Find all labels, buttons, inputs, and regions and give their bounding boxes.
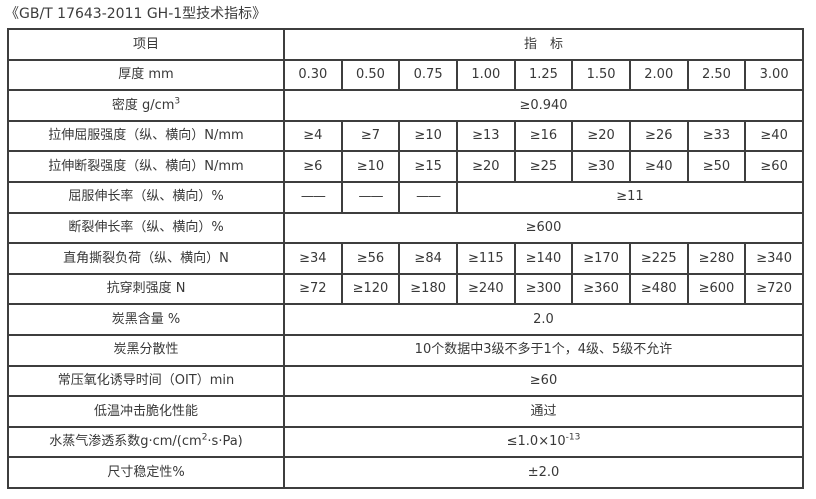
tensile-yield-value: ≥33 bbox=[686, 119, 747, 153]
tensile-break-value: ≥10 bbox=[340, 150, 401, 183]
puncture-value: ≥480 bbox=[628, 272, 689, 306]
row-carbon-black-dispersion: 炭黑分散性 10个数据中3级不多于1个，4级、5级不允许 bbox=[7, 333, 804, 367]
tensile-yield-value: ≥7 bbox=[340, 119, 401, 153]
row-tensile-break-label: 拉伸断裂强度（纵、横向）N/mm bbox=[7, 150, 285, 183]
row-break-elongation: 断裂伸长率（纵、横向）% ≥600 bbox=[7, 211, 804, 245]
tensile-yield-value: ≥26 bbox=[628, 119, 689, 153]
low-temp-brittleness-value: 通过 bbox=[283, 395, 804, 428]
oit-value: ≥60 bbox=[283, 364, 804, 398]
puncture-value: ≥180 bbox=[398, 272, 458, 306]
density-value: ≥0.940 bbox=[283, 89, 804, 122]
tensile-break-value: ≥30 bbox=[571, 150, 631, 183]
tensile-break-value: ≥50 bbox=[686, 150, 747, 183]
puncture-value: ≥240 bbox=[455, 272, 516, 306]
page-title: 《GB/T 17643-2011 GH-1型技术指标》 bbox=[5, 6, 267, 22]
header-indicator-cell: 指 标 bbox=[283, 28, 804, 61]
row-yield-elongation: 屈服伸长率（纵、横向）% —— —— —— ≥11 bbox=[7, 180, 805, 214]
puncture-value: ≥120 bbox=[340, 272, 401, 306]
tear-load-value: ≥225 bbox=[628, 242, 689, 275]
yield-elongation-dash: —— bbox=[398, 180, 458, 214]
row-tensile-break: 拉伸断裂强度（纵、横向）N/mm ≥6 ≥10 ≥15 ≥20 ≥25 ≥30 … bbox=[7, 150, 804, 183]
row-break-elongation-label: 断裂伸长率（纵、横向）% bbox=[7, 211, 285, 245]
tensile-yield-value: ≥4 bbox=[283, 119, 343, 153]
header-item-cell: 项目 bbox=[7, 28, 285, 61]
wvp-label-pre: 水蒸气渗透系数g·cm/(cm bbox=[49, 434, 202, 450]
yield-elongation-value: ≥11 bbox=[455, 180, 805, 214]
dimensional-stability-value: ±2.0 bbox=[283, 456, 804, 489]
yield-elongation-dash: —— bbox=[283, 180, 343, 214]
row-carbon-black-content: 炭黑含量 % 2.0 bbox=[7, 303, 804, 336]
tensile-yield-value: ≥13 bbox=[455, 119, 516, 153]
header-row: 项目 指 标 bbox=[7, 28, 804, 61]
row-carbon-black-dispersion-label: 炭黑分散性 bbox=[7, 333, 285, 367]
row-tensile-yield: 拉伸屈服强度（纵、横向）N/mm ≥4 ≥7 ≥10 ≥13 ≥16 ≥20 ≥… bbox=[7, 119, 804, 153]
thickness-value: 2.00 bbox=[628, 58, 689, 92]
row-carbon-black-content-label: 炭黑含量 % bbox=[7, 303, 285, 336]
row-low-temp-brittleness-label: 低温冲击脆化性能 bbox=[7, 395, 285, 428]
tensile-yield-value: ≥20 bbox=[571, 119, 631, 153]
density-label-sup: 3 bbox=[174, 96, 181, 107]
thickness-value: 1.50 bbox=[571, 58, 631, 92]
row-density-label: 密度 g/cm3 bbox=[7, 89, 285, 122]
puncture-value: ≥300 bbox=[513, 272, 574, 306]
break-elongation-value: ≥600 bbox=[283, 211, 804, 245]
thickness-value: 0.75 bbox=[398, 58, 458, 92]
water-vapor-permeability-value: ≤1.0×10-13 bbox=[283, 425, 804, 459]
thickness-value: 1.00 bbox=[455, 58, 516, 92]
thickness-value: 0.50 bbox=[340, 58, 401, 92]
row-density: 密度 g/cm3 ≥0.940 bbox=[7, 89, 804, 122]
tear-load-value: ≥34 bbox=[283, 242, 343, 275]
tensile-yield-value: ≥40 bbox=[744, 119, 804, 153]
spec-table: 项目 指 标 厚度 mm 0.30 0.50 0.75 1.00 1.25 1.… bbox=[7, 28, 805, 489]
wvp-label-post: ·s·Pa) bbox=[207, 434, 243, 450]
thickness-value: 1.25 bbox=[513, 58, 574, 92]
puncture-value: ≥600 bbox=[686, 272, 747, 306]
tensile-yield-value: ≥10 bbox=[398, 119, 458, 153]
tear-load-value: ≥340 bbox=[744, 242, 804, 275]
wvp-value-sup: -13 bbox=[565, 432, 581, 443]
carbon-black-dispersion-value: 10个数据中3级不多于1个，4级、5级不允许 bbox=[283, 333, 804, 367]
thickness-value: 2.50 bbox=[686, 58, 747, 92]
puncture-value: ≥360 bbox=[571, 272, 631, 306]
row-tear-load-label: 直角撕裂负荷（纵、横向）N bbox=[7, 242, 285, 275]
tensile-break-value: ≥20 bbox=[455, 150, 516, 183]
row-dimensional-stability: 尺寸稳定性% ±2.0 bbox=[7, 456, 804, 489]
row-water-vapor-permeability-label: 水蒸气渗透系数g·cm/(cm2·s·Pa) bbox=[7, 425, 285, 459]
row-tensile-yield-label: 拉伸屈服强度（纵、横向）N/mm bbox=[7, 119, 285, 153]
row-puncture-label: 抗穿刺强度 N bbox=[7, 272, 285, 306]
row-thickness: 厚度 mm 0.30 0.50 0.75 1.00 1.25 1.50 2.00… bbox=[7, 58, 804, 92]
carbon-black-content-value: 2.0 bbox=[283, 303, 804, 336]
tensile-break-value: ≥6 bbox=[283, 150, 343, 183]
row-dimensional-stability-label: 尺寸稳定性% bbox=[7, 456, 285, 489]
row-tear-load: 直角撕裂负荷（纵、横向）N ≥34 ≥56 ≥84 ≥115 ≥140 ≥170… bbox=[7, 242, 804, 275]
row-yield-elongation-label: 屈服伸长率（纵、横向）% bbox=[7, 180, 285, 214]
density-label-text: 密度 g/cm bbox=[111, 97, 175, 113]
row-puncture: 抗穿刺强度 N ≥72 ≥120 ≥180 ≥240 ≥300 ≥360 ≥48… bbox=[7, 272, 804, 306]
puncture-value: ≥720 bbox=[744, 272, 804, 306]
tensile-yield-value: ≥16 bbox=[513, 119, 574, 153]
tensile-break-value: ≥60 bbox=[744, 150, 804, 183]
row-oit: 常压氧化诱导时间（OIT）min ≥60 bbox=[7, 364, 804, 398]
row-water-vapor-permeability: 水蒸气渗透系数g·cm/(cm2·s·Pa) ≤1.0×10-13 bbox=[7, 425, 804, 459]
puncture-value: ≥72 bbox=[283, 272, 343, 306]
thickness-value: 0.30 bbox=[283, 58, 343, 92]
tear-load-value: ≥115 bbox=[455, 242, 516, 275]
yield-elongation-dash: —— bbox=[340, 180, 401, 214]
tear-load-value: ≥280 bbox=[686, 242, 747, 275]
row-oit-label: 常压氧化诱导时间（OIT）min bbox=[7, 364, 285, 398]
tear-load-value: ≥140 bbox=[513, 242, 574, 275]
tear-load-value: ≥170 bbox=[571, 242, 631, 275]
tensile-break-value: ≥15 bbox=[398, 150, 458, 183]
tear-load-value: ≥84 bbox=[398, 242, 458, 275]
row-low-temp-brittleness: 低温冲击脆化性能 通过 bbox=[7, 395, 804, 428]
tensile-break-value: ≥40 bbox=[628, 150, 689, 183]
wvp-value-base: ≤1.0×10 bbox=[506, 434, 566, 450]
thickness-value: 3.00 bbox=[744, 58, 804, 92]
wvp-label-sup: 2 bbox=[201, 432, 208, 443]
tear-load-value: ≥56 bbox=[340, 242, 401, 275]
row-thickness-label: 厚度 mm bbox=[7, 58, 285, 92]
tensile-break-value: ≥25 bbox=[513, 150, 574, 183]
